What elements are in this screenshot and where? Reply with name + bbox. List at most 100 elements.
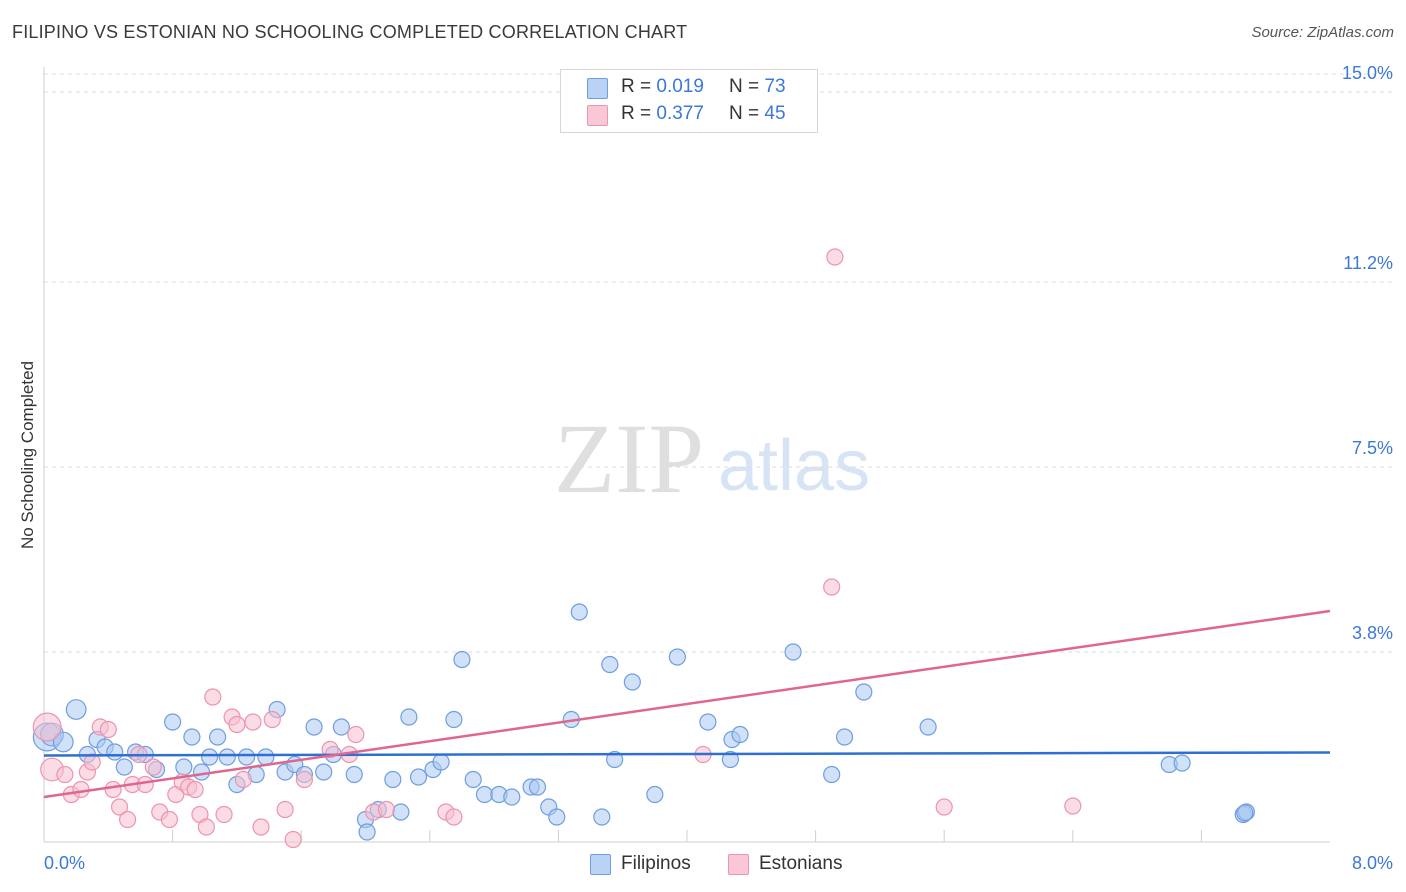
estonian-point bbox=[160, 810, 178, 829]
filipino-point bbox=[601, 655, 619, 674]
filipino-point bbox=[503, 788, 521, 806]
estonian-point bbox=[935, 798, 953, 816]
y-tick-label: 15.0% bbox=[1342, 63, 1393, 83]
watermark-atlas: atlas bbox=[718, 426, 870, 506]
filipino-point bbox=[305, 718, 323, 736]
y-tick-label: 7.5% bbox=[1352, 438, 1393, 458]
estonians-legend-label: Estonians bbox=[759, 853, 843, 874]
estonian-point bbox=[99, 720, 117, 739]
filipino-point bbox=[106, 743, 124, 761]
filipino-point bbox=[445, 710, 463, 729]
filipinos-swatch bbox=[587, 78, 608, 99]
filipinos-trend-line bbox=[43, 751, 1331, 757]
filipinos-legend-label: Filipinos bbox=[621, 853, 691, 874]
filipino-point bbox=[257, 748, 275, 766]
filipino-point bbox=[823, 765, 841, 784]
estonian-point bbox=[276, 800, 294, 819]
filipino-point bbox=[400, 708, 418, 726]
filipino-point bbox=[606, 750, 624, 769]
filipino-point bbox=[731, 725, 749, 744]
filipino-point bbox=[392, 803, 410, 821]
estonian-point bbox=[32, 712, 62, 742]
r-label: R = bbox=[621, 103, 652, 124]
y-tick-label: 11.2% bbox=[1343, 253, 1393, 273]
filipino-point bbox=[570, 603, 588, 621]
filipino-point bbox=[623, 673, 641, 691]
filipino-point bbox=[721, 750, 740, 769]
filipino-point bbox=[164, 713, 182, 731]
filipino-point bbox=[1173, 754, 1191, 772]
filipino-point bbox=[699, 713, 717, 731]
estonians-n-value: 45 bbox=[764, 103, 786, 124]
estonian-point bbox=[263, 710, 281, 729]
filipino-point bbox=[237, 748, 256, 766]
n-label: N = bbox=[729, 76, 760, 97]
estonian-point bbox=[204, 688, 222, 706]
filipino-point bbox=[192, 763, 211, 781]
filipino-point bbox=[200, 748, 219, 766]
filipino-point bbox=[668, 648, 686, 666]
estonian-point bbox=[244, 713, 262, 731]
estonian-point bbox=[252, 818, 270, 836]
filipino-point bbox=[855, 683, 873, 701]
estonians-legend-swatch bbox=[728, 854, 749, 875]
filipino-point bbox=[475, 785, 494, 804]
source-credit: Source: ZipAtlas.com bbox=[1251, 24, 1394, 41]
estonian-point bbox=[228, 715, 246, 734]
filipino-point bbox=[332, 718, 350, 736]
chart-title: FILIPINO VS ESTONIAN NO SCHOOLING COMPLE… bbox=[12, 22, 688, 42]
estonian-point bbox=[118, 810, 137, 829]
filipino-point bbox=[784, 643, 802, 661]
filipino-point bbox=[175, 758, 193, 776]
r-label: R = bbox=[621, 76, 652, 97]
stats-legend: R = 0.019 N = 73 R = 0.377 N = 45 bbox=[560, 69, 818, 133]
estonian-point bbox=[144, 758, 162, 776]
filipino-point bbox=[919, 718, 937, 736]
filipino-point bbox=[528, 778, 547, 796]
filipino-point bbox=[209, 728, 227, 746]
estonian-point bbox=[234, 770, 252, 789]
filipino-point bbox=[646, 785, 664, 804]
estonian-point bbox=[295, 770, 314, 789]
filipino-point bbox=[358, 823, 376, 841]
filipino-point bbox=[315, 763, 333, 781]
filipino-point bbox=[218, 748, 236, 766]
filipino-point bbox=[548, 808, 566, 826]
n-label: N = bbox=[729, 103, 760, 124]
estonian-point bbox=[826, 248, 844, 266]
watermark-zip: ZIP bbox=[554, 403, 704, 514]
estonian-point bbox=[104, 780, 122, 799]
x-tick-label: 8.0% bbox=[1352, 853, 1393, 873]
estonian-point bbox=[197, 818, 215, 836]
estonian-point bbox=[377, 800, 395, 819]
filipino-point bbox=[593, 808, 611, 826]
estonian-point bbox=[215, 805, 233, 824]
filipino-point bbox=[409, 768, 428, 786]
estonian-point bbox=[445, 808, 463, 826]
filipino-point bbox=[183, 728, 201, 746]
estonians-trend-line bbox=[43, 609, 1331, 799]
y-tick-label: 3.8% bbox=[1352, 623, 1393, 643]
filipinos-n-value: 73 bbox=[764, 76, 786, 97]
estonian-point bbox=[186, 780, 204, 799]
estonian-point bbox=[72, 780, 90, 799]
filipino-point bbox=[453, 650, 471, 669]
estonian-point bbox=[83, 753, 101, 771]
filipino-point bbox=[835, 728, 854, 746]
filipino-point bbox=[384, 770, 402, 789]
estonian-point bbox=[56, 765, 74, 784]
estonian-point bbox=[110, 798, 129, 816]
estonian-point bbox=[347, 725, 365, 744]
estonian-point bbox=[136, 775, 154, 794]
estonians-r-value: 0.377 bbox=[656, 103, 704, 124]
estonian-point bbox=[284, 830, 302, 849]
estonian-point bbox=[1064, 797, 1082, 815]
x-tick-label: 0.0% bbox=[44, 853, 85, 873]
estonian-point bbox=[823, 578, 841, 596]
filipino-point bbox=[52, 731, 74, 753]
filipino-point bbox=[464, 770, 482, 789]
filipino-point bbox=[65, 699, 87, 720]
estonians-swatch bbox=[587, 105, 608, 126]
filipino-point bbox=[115, 758, 133, 776]
